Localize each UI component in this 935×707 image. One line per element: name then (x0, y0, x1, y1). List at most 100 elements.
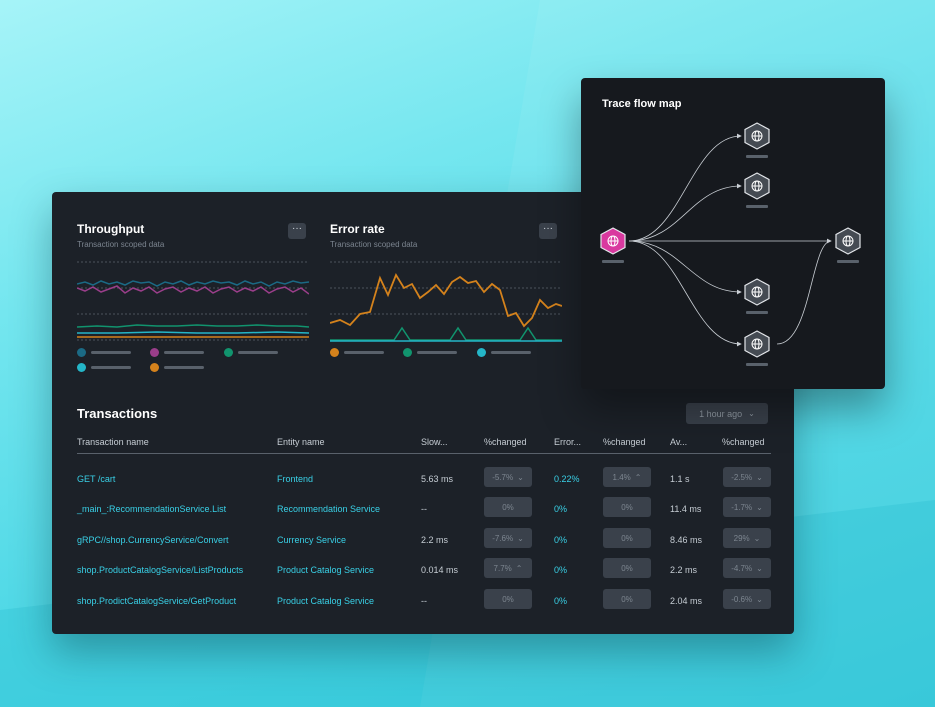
chevron-down-icon: ⌄ (756, 594, 763, 604)
throughput-series-green (77, 324, 309, 328)
change-value: 0% (621, 563, 633, 573)
average-value: 1.1 s (670, 474, 690, 484)
transaction-name-link[interactable]: GET /cart (77, 474, 116, 484)
throughput-more-button[interactable]: ··· (288, 223, 306, 239)
slowest-value: -- (421, 596, 427, 606)
trace-source-node[interactable] (598, 226, 628, 266)
legend-item (77, 348, 131, 357)
trace-service-node[interactable] (742, 277, 772, 317)
error-rate-chart-card: Error rate Transaction scoped data ··· (330, 222, 562, 392)
transaction-name-link[interactable]: shop.ProductCatalogService/ListProducts (77, 565, 244, 575)
change-value: -0.6% (731, 594, 753, 604)
time-range-select[interactable]: 1 hour ago ⌄ (686, 403, 768, 424)
chevron-down-icon: ⌄ (753, 533, 761, 543)
globe-icon (607, 235, 619, 247)
change-value: 0% (621, 594, 633, 604)
chevron-down-icon: ⌄ (756, 502, 763, 512)
column-header-average[interactable]: Av... (670, 437, 688, 447)
table-row[interactable]: gRPC//shop.CurrencyService/Convert Curren… (52, 528, 794, 552)
change-badge: 0% (484, 497, 532, 517)
trace-service-node[interactable] (742, 121, 772, 161)
chevron-up-icon: ⌃ (515, 563, 523, 573)
entity-name-link[interactable]: Product Catalog Service (277, 565, 375, 575)
average-value: 8.46 ms (670, 535, 703, 545)
slowest-value: -- (421, 504, 427, 514)
change-badge: 29% ⌄ (723, 528, 771, 548)
change-badge: -7.6% ⌄ (484, 528, 532, 548)
error-rate-more-button[interactable]: ··· (539, 223, 557, 239)
trace-service-node[interactable] (742, 329, 772, 369)
slowest-value: 5.63 ms (421, 474, 454, 484)
globe-icon (751, 180, 763, 192)
legend-item (477, 348, 531, 357)
table-row[interactable]: GET /cart Frontend 5.63 ms 0.22% 1.1 s -5.7% ⌄… (52, 467, 794, 491)
legend-item (150, 348, 204, 357)
table-row[interactable]: _main_:RecommendationService.List Recomme… (52, 497, 794, 521)
error-rate-value: 0% (554, 596, 568, 606)
throughput-chart-card: Throughput Transaction scoped data ··· (77, 222, 309, 392)
column-header-error[interactable]: Error... (554, 437, 582, 447)
column-header-entity-name[interactable]: Entity name (277, 437, 325, 447)
column-header-transaction-name[interactable]: Transaction name (77, 437, 149, 447)
change-value: 29% (733, 533, 750, 543)
transaction-name-link[interactable]: shop.ProdictCatalogService/GetProduct (77, 596, 237, 606)
change-badge: 0% (603, 528, 651, 548)
chevron-up-icon: ⌃ (634, 472, 642, 482)
error-rate-chart (330, 261, 562, 342)
change-badge: 0% (484, 589, 532, 609)
change-badge: 0% (603, 497, 651, 517)
table-header-divider (77, 453, 771, 454)
trace-flow-map-panel: Trace flow map (581, 78, 885, 389)
change-badge: -0.6% ⌄ (723, 589, 771, 609)
error-rate-title: Error rate (330, 222, 385, 236)
chevron-down-icon: ⌄ (748, 409, 755, 418)
chevron-down-icon: ⌄ (517, 472, 524, 482)
entity-name-link[interactable]: Recommendation Service (277, 504, 381, 514)
globe-icon (751, 130, 763, 142)
transactions-title: Transactions (77, 406, 158, 421)
transaction-name-link[interactable]: _main_:RecommendationService.List (77, 504, 227, 514)
change-value: 0% (502, 594, 514, 604)
throughput-series-teal (77, 280, 309, 287)
trace-edge (776, 240, 832, 345)
legend-item (330, 348, 384, 357)
error-rate-value: 0% (554, 535, 568, 545)
average-value: 11.4 ms (670, 504, 702, 514)
chevron-down-icon: ⌄ (756, 563, 763, 573)
change-value: 0% (621, 502, 633, 512)
change-value: -4.7% (731, 563, 753, 573)
error-rate-series-orange (330, 273, 562, 328)
entity-name-link[interactable]: Currency Service (277, 535, 347, 545)
table-row[interactable]: shop.ProdictCatalogService/GetProduct Pro… (52, 589, 794, 613)
trace-edge (628, 240, 742, 295)
entity-name-link[interactable]: Frontend (277, 474, 314, 484)
legend-item (403, 348, 457, 357)
error-rate-series-green (330, 326, 562, 341)
entity-name-link[interactable]: Product Catalog Service (277, 596, 375, 606)
change-value: -5.7% (492, 472, 514, 482)
throughput-chart (77, 261, 309, 341)
globe-icon (842, 235, 854, 247)
trace-service-node[interactable] (833, 226, 863, 266)
throughput-title: Throughput (77, 222, 145, 236)
column-header-error-changed[interactable]: %changed (603, 437, 646, 447)
trace-service-node[interactable] (742, 171, 772, 211)
column-header-slow-changed[interactable]: %changed (484, 437, 527, 447)
transaction-name-link[interactable]: gRPC//shop.CurrencyService/Convert (77, 535, 229, 545)
trace-edge (628, 240, 742, 347)
change-badge: 0% (603, 589, 651, 609)
legend-item (77, 363, 131, 372)
table-row[interactable]: shop.ProductCatalogService/ListProducts P… (52, 558, 794, 582)
throughput-series-cyan (77, 331, 309, 334)
change-badge: -5.7% ⌄ (484, 467, 532, 487)
column-header-slowest[interactable]: Slow... (421, 437, 448, 447)
globe-icon (751, 286, 763, 298)
column-header-avg-changed[interactable]: %changed (722, 437, 765, 447)
error-rate-subtitle: Transaction scoped data (330, 240, 418, 249)
chevron-down-icon: ⌄ (756, 472, 763, 482)
trace-edges (628, 133, 832, 347)
slowest-value: 0.014 ms (421, 565, 459, 575)
change-badge: 7.7% ⌃ (484, 558, 532, 578)
change-value: 0% (621, 533, 633, 543)
change-value: 1.4% (612, 472, 631, 482)
